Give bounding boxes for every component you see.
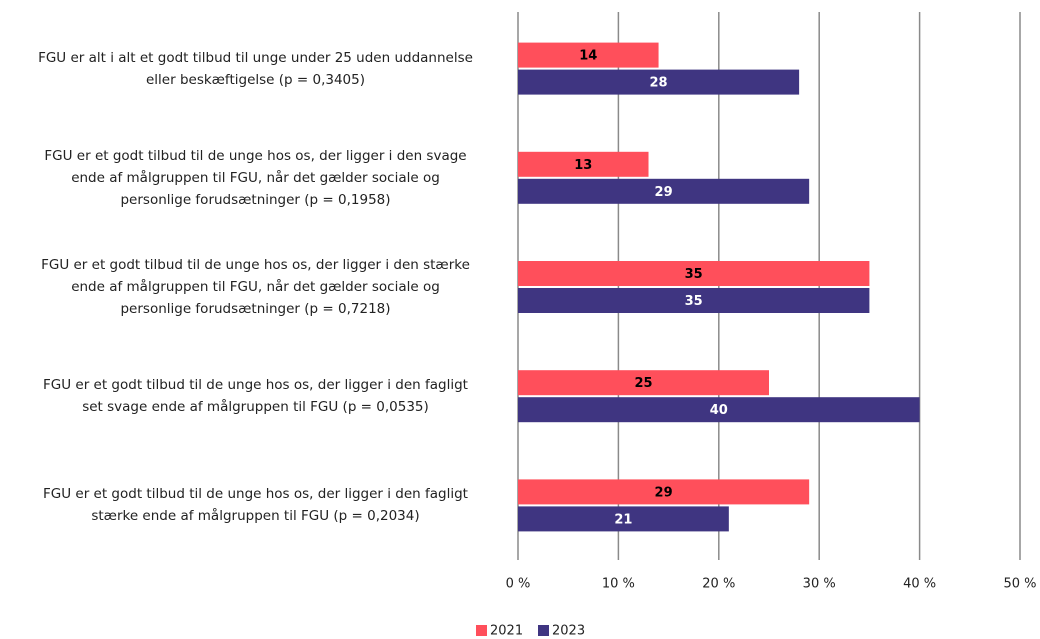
x-tick-label: 30 % [803, 577, 836, 592]
legend-label: 2021 [490, 624, 523, 639]
data-label: 35 [685, 267, 703, 282]
y-tick-label: FGU er et godt tilbud til de unge hos os… [41, 257, 470, 317]
data-label: 35 [685, 294, 703, 309]
x-tick-label: 50 % [1003, 577, 1036, 592]
data-label: 25 [634, 376, 652, 391]
data-label: 40 [710, 403, 728, 418]
bar [518, 69, 800, 95]
y-tick-label: FGU er et godt tilbud til de unge hos os… [43, 377, 468, 416]
bar [518, 370, 769, 396]
bar [518, 397, 920, 423]
bar [518, 288, 870, 313]
data-label: 13 [574, 158, 592, 173]
x-tick-label: 0 % [506, 577, 531, 592]
legend-swatch [538, 625, 549, 636]
x-tick-label: 40 % [903, 577, 936, 592]
data-label: 21 [614, 512, 632, 527]
bar [518, 151, 649, 177]
data-label: 29 [655, 485, 673, 500]
bar [518, 261, 870, 286]
y-tick-label: FGU er et godt tilbud til de unge hos os… [43, 486, 468, 525]
bar [518, 479, 810, 505]
x-tick-label: 10 % [602, 577, 635, 592]
y-tick-label: FGU er et godt tilbud til de unge hos os… [44, 147, 467, 208]
data-label: 29 [655, 185, 673, 200]
data-label: 28 [650, 76, 668, 91]
y-tick-label: FGU er alt i alt et godt tilbud til unge… [38, 49, 473, 88]
bar [518, 42, 659, 68]
bar [518, 506, 729, 532]
data-label: 14 [579, 49, 597, 64]
legend-swatch [476, 625, 487, 636]
x-tick-label: 20 % [702, 577, 735, 592]
legend-label: 2023 [552, 624, 585, 639]
bar [518, 178, 810, 204]
